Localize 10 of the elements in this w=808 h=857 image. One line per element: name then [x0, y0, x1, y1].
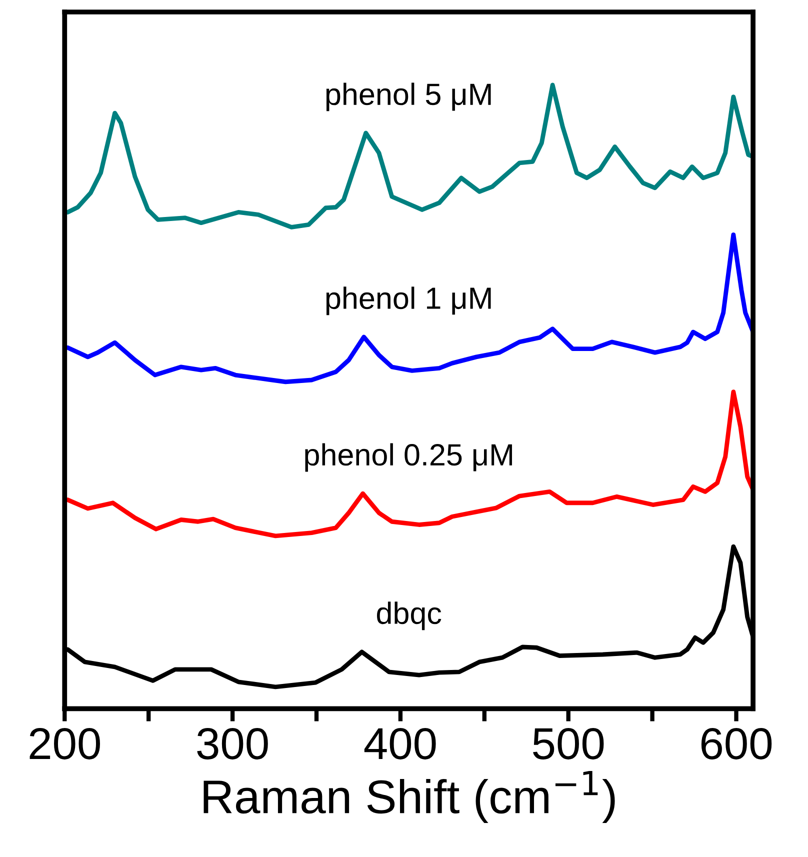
x-tick-label: 300	[197, 728, 268, 760]
x-tick-label: 600	[701, 728, 772, 760]
x-tick-label: 200	[30, 728, 100, 760]
x-tick-label: 500	[533, 728, 604, 760]
x-axis-title: Raman Shift (cm$^{−1}$)	[204, 771, 615, 823]
series-label: dbqc	[377, 602, 442, 630]
series-label: phenol 0.25 μM	[305, 443, 512, 472]
series-label: phenol 1 μM	[326, 286, 491, 316]
x-tick-label: 400	[364, 728, 436, 760]
series-label: phenol 5 μM	[326, 82, 491, 112]
